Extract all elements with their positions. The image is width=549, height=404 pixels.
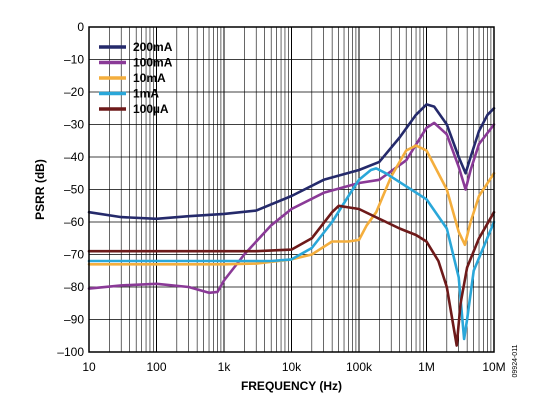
y-tick-label: –10 <box>64 53 84 67</box>
x-tick-label: 100 <box>146 360 166 374</box>
x-tick-label: 10M <box>482 360 505 374</box>
y-tick-label: –50 <box>64 183 84 197</box>
plot-frame <box>88 26 495 353</box>
y-tick-label: –20 <box>64 85 84 99</box>
x-axis-label: FREQUENCY (Hz) <box>241 379 342 393</box>
y-tick-label: –80 <box>64 280 84 294</box>
x-tick-label: 1k <box>218 360 232 374</box>
series-line <box>87 167 496 341</box>
grid-lines <box>89 27 494 352</box>
y-tick-label: –60 <box>64 215 84 229</box>
series-layer <box>87 103 496 347</box>
legend-label: 1mA <box>133 87 159 101</box>
x-tick-label: 1M <box>418 360 435 374</box>
legend-label: 100µA <box>133 102 169 116</box>
y-axis-label: PSRR (dB) <box>33 159 47 220</box>
series-line <box>87 121 496 295</box>
y-tick-label: –90 <box>64 313 84 327</box>
x-tick-label: 10k <box>282 360 302 374</box>
legend-label: 100mA <box>133 56 173 70</box>
x-tick-label: 100k <box>346 360 373 374</box>
figure-id-annotation: 09924-011 <box>512 344 519 377</box>
y-tick-label: –30 <box>64 118 84 132</box>
y-tick-label: 0 <box>77 20 84 34</box>
series-line <box>87 103 496 221</box>
y-tick-labels: 0 –10 –20 –30 –40 –50 –60 –70 –80 –90 –100 <box>57 20 84 359</box>
y-tick-label: –70 <box>64 248 84 262</box>
y-tick-label: –40 <box>64 150 84 164</box>
x-tick-labels: 10 100 1k 10k 100k 1M 10M <box>82 360 505 374</box>
y-tick-label: –100 <box>57 345 84 359</box>
legend-label: 10mA <box>133 71 166 85</box>
legend-label: 200mA <box>133 40 173 54</box>
x-tick-label: 10 <box>82 360 96 374</box>
series-line <box>87 204 496 347</box>
